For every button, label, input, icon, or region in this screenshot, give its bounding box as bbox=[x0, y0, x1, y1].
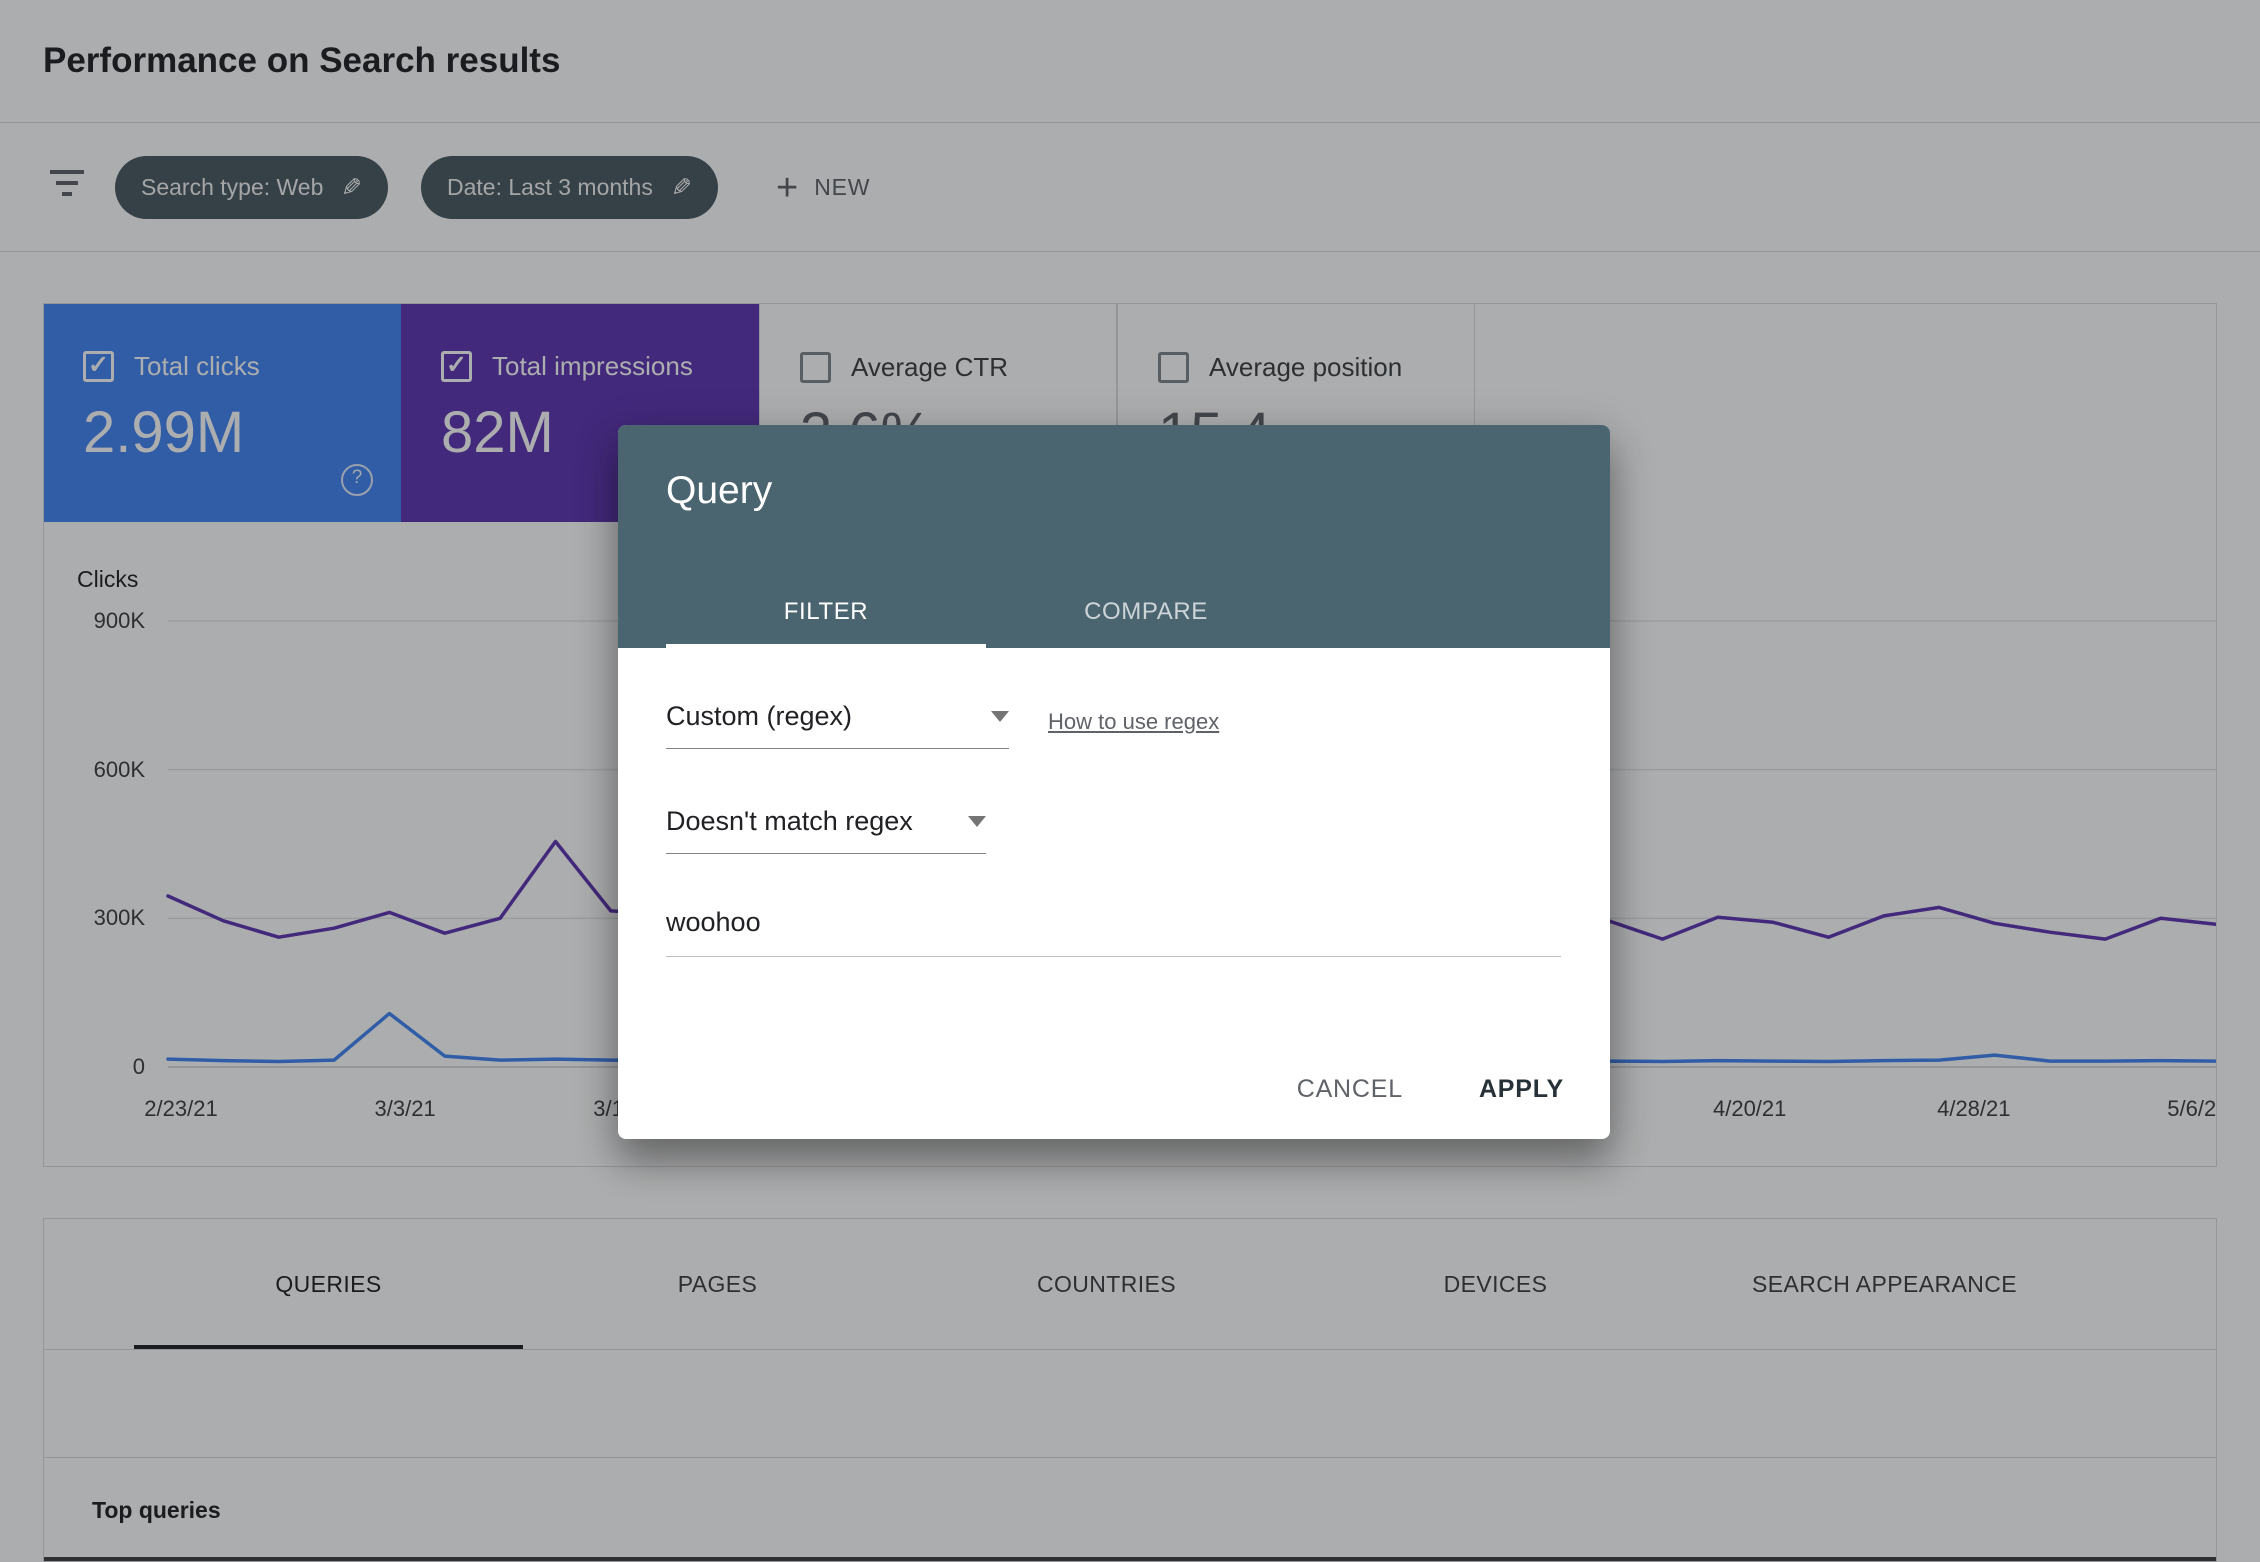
tab-pages[interactable]: PAGES bbox=[677, 1270, 758, 1297]
dimension-tabs: QUERIES PAGES COUNTRIES DEVICES SEARCH A… bbox=[44, 1219, 2216, 1350]
search-type-chip[interactable]: Search type: Web bbox=[115, 156, 389, 219]
apply-button[interactable]: APPLY bbox=[1473, 1074, 1570, 1105]
active-tab-underline bbox=[134, 1345, 523, 1349]
filter-bar: Search type: Web Date: Last 3 months NEW bbox=[0, 123, 2260, 252]
date-range-chip[interactable]: Date: Last 3 months bbox=[421, 156, 718, 219]
dialog-footer: CANCEL APPLY bbox=[618, 1039, 1610, 1139]
regex-condition-select[interactable]: Doesn't match regex bbox=[666, 806, 986, 854]
table-title: Top queries bbox=[92, 1497, 221, 1523]
tab-search-appearance[interactable]: SEARCH APPEARANCE bbox=[1752, 1270, 2017, 1297]
x-axis-tick-label: 2/23/21 bbox=[144, 1096, 218, 1121]
regex-query-input[interactable] bbox=[666, 907, 1561, 957]
filter-type-value: Custom (regex) bbox=[666, 701, 853, 731]
checkbox-checked-icon[interactable] bbox=[83, 350, 114, 382]
regex-help-link[interactable]: How to use regex bbox=[1048, 709, 1220, 734]
metric-value: 2.99M bbox=[83, 400, 245, 465]
page-header: Performance on Search results bbox=[0, 0, 2260, 123]
date-range-chip-label: Date: Last 3 months bbox=[447, 174, 653, 200]
dialog-tabs: FILTER COMPARE bbox=[666, 576, 1306, 648]
x-axis-tick-label: 3/3/21 bbox=[374, 1096, 436, 1121]
chart-axis-title: Clicks bbox=[77, 566, 139, 592]
metric-card-total-clicks[interactable]: Total clicks 2.99M bbox=[44, 304, 401, 522]
divider bbox=[44, 1457, 2216, 1458]
results-table-panel: QUERIES PAGES COUNTRIES DEVICES SEARCH A… bbox=[43, 1218, 2217, 1562]
metric-label: Total clicks bbox=[134, 351, 260, 381]
checkbox-checked-icon[interactable] bbox=[441, 350, 472, 382]
regex-condition-value: Doesn't match regex bbox=[666, 806, 913, 836]
dialog-header: Query FILTER COMPARE bbox=[618, 425, 1610, 648]
x-axis-tick-label: 5/6/21 bbox=[2167, 1096, 2217, 1121]
x-axis-tick-label: 4/20/21 bbox=[1712, 1096, 1787, 1121]
filter-lines-icon[interactable] bbox=[49, 168, 85, 200]
filter-type-select[interactable]: Custom (regex) bbox=[666, 701, 1009, 749]
tab-filter[interactable]: FILTER bbox=[666, 576, 986, 648]
new-filter-button[interactable]: NEW bbox=[770, 156, 876, 219]
query-filter-dialog: Query FILTER COMPARE Custom (regex) How … bbox=[618, 425, 1610, 1139]
metric-label: Average position bbox=[1209, 352, 1403, 382]
y-axis-tick-label: 600K bbox=[93, 756, 145, 782]
page-title: Performance on Search results bbox=[43, 41, 561, 80]
y-axis-tick-label: 900K bbox=[93, 608, 145, 633]
search-type-chip-label: Search type: Web bbox=[141, 174, 324, 200]
checkbox-unchecked-icon[interactable] bbox=[1158, 352, 1189, 383]
tab-queries[interactable]: QUERIES bbox=[275, 1270, 382, 1297]
tab-countries[interactable]: COUNTRIES bbox=[1036, 1270, 1177, 1297]
dropdown-arrow-icon bbox=[968, 816, 986, 827]
cancel-button[interactable]: CANCEL bbox=[1291, 1074, 1409, 1105]
dialog-title: Query bbox=[666, 469, 773, 512]
tab-devices[interactable]: DEVICES bbox=[1443, 1270, 1548, 1297]
new-filter-label: NEW bbox=[814, 174, 871, 200]
dropdown-arrow-icon bbox=[991, 711, 1009, 722]
checkbox-unchecked-icon[interactable] bbox=[800, 352, 831, 383]
table-header-divider bbox=[44, 1557, 2216, 1561]
y-axis-tick-label: 0 bbox=[132, 1054, 145, 1079]
tab-compare[interactable]: COMPARE bbox=[1084, 598, 1208, 625]
help-circle-icon[interactable] bbox=[341, 464, 373, 496]
metric-label: Average CTR bbox=[851, 352, 1009, 382]
y-axis-tick-label: 300K bbox=[93, 905, 145, 931]
x-axis-tick-label: 4/28/21 bbox=[1937, 1096, 2011, 1121]
metric-value: 82M bbox=[441, 400, 554, 465]
metric-label: Total impressions bbox=[492, 351, 693, 381]
